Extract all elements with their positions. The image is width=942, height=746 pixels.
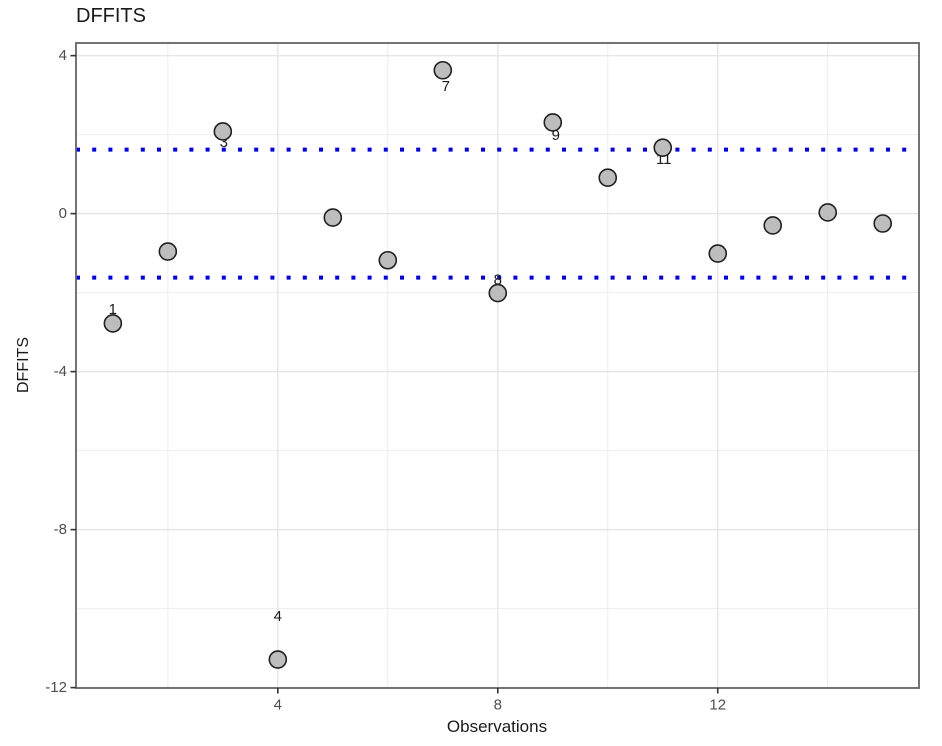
- data-point-11: [653, 138, 673, 157]
- data-point-12: [708, 244, 728, 263]
- plot-title: DFFITS: [76, 5, 146, 27]
- data-point-7: [433, 60, 453, 80]
- data-point-8: [488, 283, 508, 303]
- point-label-8: 8: [494, 272, 502, 289]
- data-point-1: [103, 314, 123, 333]
- y-tick-label-0: 0: [59, 205, 67, 222]
- point-label-9: 9: [552, 127, 560, 144]
- x-tick-label-12: 12: [709, 697, 726, 714]
- data-point-5: [323, 208, 343, 227]
- x-tick-label-8: 8: [494, 697, 502, 714]
- point-label-7: 7: [442, 78, 450, 95]
- x-axis-title: Observations: [446, 717, 548, 736]
- data-point-6: [378, 250, 398, 270]
- point-label-3: 3: [220, 134, 228, 151]
- y-tick-label-4: 4: [59, 47, 67, 64]
- point-label-1: 1: [109, 301, 117, 318]
- data-point-14: [818, 203, 838, 222]
- y-tick-label--12: -12: [45, 679, 67, 696]
- y-tick-label--4: -4: [54, 363, 67, 380]
- data-point-13: [763, 216, 783, 235]
- y-tick-label--8: -8: [54, 521, 67, 538]
- data-point-10: [598, 168, 618, 187]
- x-tick-label-4: 4: [274, 697, 282, 714]
- point-label-4: 4: [274, 608, 282, 625]
- data-point-4: [268, 650, 288, 669]
- data-point-2: [158, 242, 178, 261]
- data-point-15: [873, 214, 893, 233]
- data-point-3: [213, 122, 233, 141]
- data-point-9: [543, 113, 563, 132]
